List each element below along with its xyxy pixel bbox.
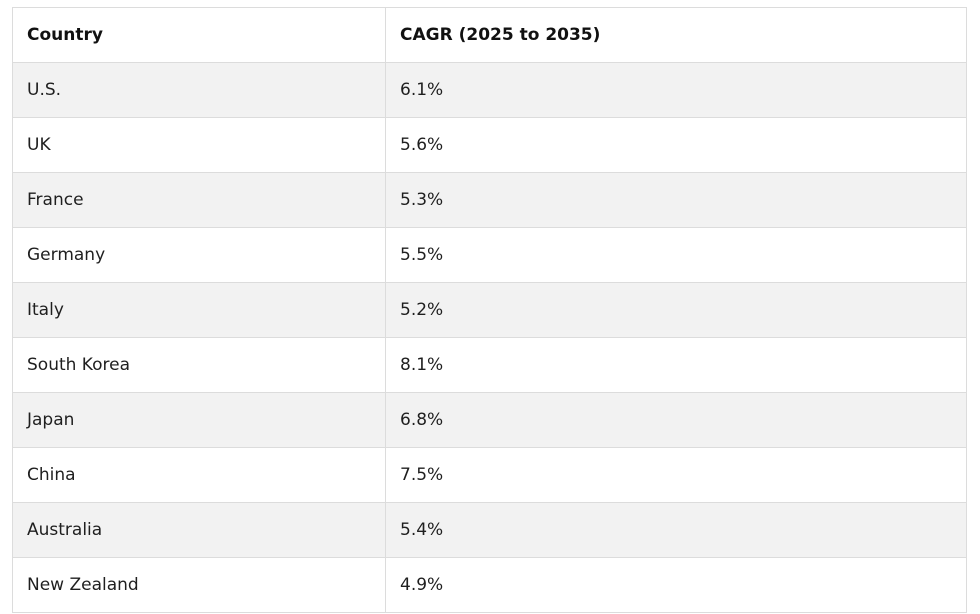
table-row: Germany 5.5% (12, 227, 967, 283)
cagr-cell: 5.2% (385, 282, 967, 338)
cagr-cell: 5.4% (385, 502, 967, 558)
table-row: Japan 6.8% (12, 392, 967, 448)
cagr-cell: 6.8% (385, 392, 967, 448)
country-cell: Italy (12, 282, 386, 338)
cagr-cell: 4.9% (385, 557, 967, 613)
table-row: Italy 5.2% (12, 282, 967, 338)
cagr-by-country-table: Country CAGR (2025 to 2035) U.S. 6.1% UK… (12, 7, 967, 613)
table-row: France 5.3% (12, 172, 967, 228)
country-cell: Australia (12, 502, 386, 558)
cagr-cell: 8.1% (385, 337, 967, 393)
country-cell: South Korea (12, 337, 386, 393)
country-cell: New Zealand (12, 557, 386, 613)
table-row: South Korea 8.1% (12, 337, 967, 393)
country-cell: China (12, 447, 386, 503)
table-header-row: Country CAGR (2025 to 2035) (12, 7, 967, 63)
table-row: Australia 5.4% (12, 502, 967, 558)
cagr-cell: 5.3% (385, 172, 967, 228)
table-row: New Zealand 4.9% (12, 557, 967, 613)
country-cell: U.S. (12, 62, 386, 118)
cagr-cell: 5.5% (385, 227, 967, 283)
country-cell: Germany (12, 227, 386, 283)
country-cell: Japan (12, 392, 386, 448)
cagr-cell: 5.6% (385, 117, 967, 173)
country-cell: UK (12, 117, 386, 173)
column-header-country: Country (12, 7, 386, 63)
cagr-table-container: Country CAGR (2025 to 2035) U.S. 6.1% UK… (12, 7, 967, 613)
cagr-cell: 7.5% (385, 447, 967, 503)
table-row: China 7.5% (12, 447, 967, 503)
column-header-cagr: CAGR (2025 to 2035) (385, 7, 967, 63)
cagr-cell: 6.1% (385, 62, 967, 118)
table-row: U.S. 6.1% (12, 62, 967, 118)
table-row: UK 5.6% (12, 117, 967, 173)
country-cell: France (12, 172, 386, 228)
